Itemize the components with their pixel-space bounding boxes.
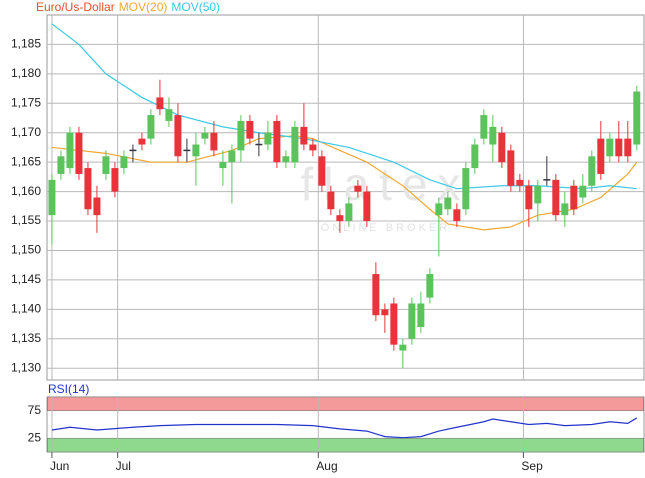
candle-body bbox=[75, 132, 83, 174]
candle-body bbox=[336, 215, 344, 222]
legend-entry: Euro/Us-Dollar bbox=[36, 0, 115, 14]
candle-body bbox=[408, 303, 416, 339]
legend-entry: MOV(20) bbox=[119, 0, 168, 14]
watermark: ONLINE BROKER bbox=[321, 222, 450, 234]
candle-body bbox=[291, 126, 299, 163]
candle-body bbox=[363, 191, 371, 222]
x-tick-label: Jun bbox=[50, 459, 69, 473]
candle-body bbox=[534, 185, 542, 204]
candle-body bbox=[255, 143, 263, 146]
candle-body bbox=[588, 156, 596, 186]
candle-body bbox=[138, 138, 146, 145]
candle-body bbox=[183, 149, 191, 152]
y-tick-label: 1,170 bbox=[11, 125, 41, 139]
candle-body bbox=[543, 179, 551, 181]
candle-body bbox=[372, 274, 380, 316]
candle-body bbox=[237, 120, 245, 151]
candle-body bbox=[66, 132, 74, 169]
candle-body bbox=[174, 115, 182, 157]
candle-body bbox=[219, 162, 227, 169]
candle-body bbox=[120, 156, 128, 169]
candle-body bbox=[300, 126, 308, 145]
candle-body bbox=[156, 97, 164, 110]
candle-body bbox=[462, 168, 470, 210]
candle-body bbox=[201, 132, 209, 139]
candle-body bbox=[210, 132, 218, 151]
y-tick-label: 1,145 bbox=[11, 272, 41, 286]
candle-body bbox=[102, 156, 110, 174]
candle-body bbox=[93, 197, 101, 216]
x-tick-label: Sep bbox=[521, 459, 543, 473]
candle-body bbox=[318, 156, 326, 186]
x-tick-label: Aug bbox=[316, 459, 337, 473]
candle-body bbox=[579, 185, 587, 198]
legend-entry: MOV(50) bbox=[171, 0, 220, 14]
candle-body bbox=[525, 185, 533, 210]
y-tick-label: 75 bbox=[28, 403, 42, 417]
y-tick-label: 1,130 bbox=[11, 360, 41, 374]
candle-body bbox=[246, 120, 254, 139]
candle-body bbox=[192, 144, 200, 157]
candle-body bbox=[516, 179, 524, 186]
candle-body bbox=[147, 115, 155, 139]
candle-body bbox=[129, 149, 137, 152]
candle-body bbox=[345, 203, 353, 222]
candle-body bbox=[507, 150, 515, 186]
candle-body bbox=[273, 120, 281, 163]
y-tick-label: 1,135 bbox=[11, 331, 41, 345]
candle-body bbox=[399, 344, 407, 351]
candle-body bbox=[282, 156, 290, 163]
y-tick-label: 1,180 bbox=[11, 66, 41, 80]
panel-title: RSI(14) bbox=[48, 382, 89, 396]
candle-body bbox=[417, 303, 425, 328]
candle-body bbox=[228, 150, 236, 163]
candle-body bbox=[381, 309, 389, 316]
candle-body bbox=[633, 91, 641, 145]
candle-body bbox=[309, 144, 317, 151]
candle-body bbox=[426, 274, 434, 298]
watermark: flatex bbox=[301, 158, 471, 210]
candle-body bbox=[480, 115, 488, 139]
candle-body bbox=[444, 197, 452, 210]
x-tick-label: Jul bbox=[116, 459, 131, 473]
y-tick-label: 25 bbox=[28, 430, 42, 444]
y-tick-label: 1,140 bbox=[11, 302, 41, 316]
rsi-line bbox=[51, 417, 638, 439]
rsi-zone bbox=[47, 396, 644, 412]
candle-body bbox=[48, 179, 56, 216]
candle-body bbox=[57, 156, 65, 174]
candle-body bbox=[354, 185, 362, 192]
candle-body bbox=[624, 138, 632, 157]
candle-body bbox=[498, 132, 506, 163]
candle-body bbox=[597, 138, 605, 174]
candle-body bbox=[453, 209, 461, 222]
y-tick-label: 1,150 bbox=[11, 243, 41, 257]
candle-body bbox=[471, 144, 479, 169]
y-tick-label: 1,185 bbox=[11, 37, 41, 51]
candle-body bbox=[165, 109, 173, 121]
y-tick-label: 1,165 bbox=[11, 154, 41, 168]
rsi-zone bbox=[47, 437, 644, 453]
candle-body bbox=[489, 126, 497, 145]
candle-body bbox=[390, 303, 398, 345]
candle-body bbox=[435, 203, 443, 216]
candle-body bbox=[570, 185, 578, 210]
candle-body bbox=[552, 179, 560, 216]
candle-body bbox=[561, 203, 569, 216]
y-tick-label: 1,175 bbox=[11, 95, 41, 109]
y-tick-label: 1,155 bbox=[11, 213, 41, 227]
candle-body bbox=[615, 138, 623, 157]
candle-body bbox=[327, 191, 335, 210]
candle-body bbox=[606, 138, 614, 157]
candle-body bbox=[84, 168, 92, 210]
plot-area bbox=[46, 14, 645, 381]
candle-body bbox=[264, 132, 272, 145]
candle-body bbox=[111, 168, 119, 192]
y-tick-label: 1,160 bbox=[11, 184, 41, 198]
